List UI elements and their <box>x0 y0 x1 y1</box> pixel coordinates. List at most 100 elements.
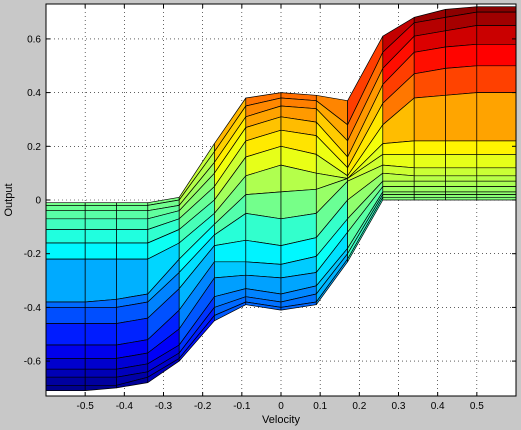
y-tick-label-3: 0 <box>35 196 41 207</box>
surface-patch-r10-c12 <box>445 180 478 187</box>
axis-ticks: -0.5 -0.4 -0.3 -0.2 -0.1 0 0.1 0.2 0.3 0.4 0.5 -0.6… <box>24 4 516 412</box>
surface-patch-r7-c11 <box>413 154 446 169</box>
surface-patch-r5-c13 <box>476 92 517 142</box>
surface-patch-r4-c1 <box>84 229 117 244</box>
surface-patch-r10-c11 <box>413 180 446 187</box>
surface-patch-r9-c13 <box>476 175 517 182</box>
surface-patch-r4-c11 <box>413 68 446 99</box>
surface-patch-r6-c12 <box>445 140 478 155</box>
surface-patch-r0-c13 <box>476 6 517 13</box>
surface-patch-r4-c2 <box>116 229 149 244</box>
surface-patch-r8-c11 <box>413 167 446 177</box>
y-tick-label-1: -0.4 <box>24 303 42 314</box>
surface-patch-r1-c0 <box>45 205 86 212</box>
surface-patch-r9-c12 <box>445 175 478 182</box>
x-tick-label-6: 0.1 <box>313 401 327 412</box>
surface-patch-r6-c0 <box>45 258 86 303</box>
surface-patch-r0-c0 <box>45 202 86 206</box>
surface-patch-r1-c1 <box>84 205 117 212</box>
surface-patch-r9-c11 <box>413 175 446 182</box>
surface-patch-r1-c2 <box>116 205 149 212</box>
surface-patch-r2-c1 <box>84 210 117 220</box>
surface-patch-r6-c1 <box>84 258 117 303</box>
surface-patch-r8-c12 <box>445 167 478 177</box>
x-tick-label-2: -0.3 <box>155 401 173 412</box>
surface-patch-r4-c0 <box>45 229 86 244</box>
surface-patch-r13-c0 <box>45 376 86 386</box>
surface-patch-r6-c11 <box>413 140 446 155</box>
surface-patch-r7-c12 <box>445 154 478 169</box>
surface-patch-r13-c13 <box>476 194 517 198</box>
surface-patch-r12-c0 <box>45 368 86 378</box>
x-tick-label-3: -0.2 <box>194 401 212 412</box>
surface-patch-r10-c0 <box>45 344 86 359</box>
surface-patch-r9-c1 <box>84 323 117 346</box>
surface-patch-r8-c13 <box>476 167 517 177</box>
surface-patch-r10-c10 <box>382 180 415 187</box>
y-tick-label-4: 0.2 <box>27 142 41 153</box>
surface-patch-r14-c13 <box>476 196 517 201</box>
surface-patch-r2-c2 <box>116 210 149 220</box>
x-tick-label-7: 0.2 <box>352 401 366 412</box>
surface-patch-r13-c11 <box>413 194 446 198</box>
surface-patch-r10-c1 <box>84 344 117 359</box>
surface-patch-r9-c0 <box>45 323 86 346</box>
surface-patch-r11-c11 <box>413 186 446 193</box>
surface-patch-r5-c0 <box>45 242 86 260</box>
surface-patch-r4-c13 <box>476 65 517 93</box>
surface-patch-r5-c12 <box>445 92 478 142</box>
surface-patch-r5-c2 <box>116 242 149 260</box>
surface-patch-r4-c12 <box>445 65 478 96</box>
surface-patch-r6-c13 <box>476 140 517 155</box>
y-axis-label: Output <box>3 183 15 216</box>
surface-patch-r0-c1 <box>84 202 117 206</box>
surface-patch-r14-c0 <box>45 384 86 391</box>
surface-patch-r10-c13 <box>476 180 517 187</box>
y-tick-label-5: 0.4 <box>27 88 41 99</box>
surface-patch-r1-c13 <box>476 11 517 26</box>
surface-patch-r12-c1 <box>84 368 117 378</box>
surface-patch-r13-c12 <box>445 194 478 198</box>
surface-patch-r8-c0 <box>45 307 86 324</box>
surface-patch-r12-c10 <box>382 191 415 195</box>
surface-patch-r5-c11 <box>413 94 446 142</box>
surface-patch-r12-c12 <box>445 191 478 195</box>
surface-patch-r0-c2 <box>116 202 149 206</box>
surface-patch-r11-c1 <box>84 358 117 370</box>
surface-patch-r14-c12 <box>445 196 478 201</box>
surface-patch-r13-c10 <box>382 194 415 198</box>
x-tick-label-1: -0.4 <box>116 401 134 412</box>
x-tick-label-8: 0.3 <box>392 401 406 412</box>
surface-mesh <box>45 6 517 391</box>
surface-patch-r14-c10 <box>382 196 415 201</box>
surface-patch-r11-c13 <box>476 186 517 193</box>
surface-patch-r11-c12 <box>445 186 478 193</box>
surface-patch-r13-c1 <box>84 376 117 386</box>
x-tick-label-9: 0.4 <box>431 401 445 412</box>
surface-patch-r7-c0 <box>45 301 86 308</box>
surface-patch-r3-c12 <box>445 43 478 69</box>
surface-patch-r11-c10 <box>382 186 415 193</box>
surface-patch-r12-c13 <box>476 191 517 195</box>
surface-patch-r6-c10 <box>382 140 415 155</box>
x-tick-label-5: 0 <box>278 401 284 412</box>
y-tick-label-6: 0.6 <box>27 34 41 45</box>
surface-patch-r2-c0 <box>45 210 86 220</box>
surface-patch-r14-c11 <box>413 196 446 201</box>
surface-patch-r3-c0 <box>45 218 86 230</box>
surface-patch-r7-c13 <box>476 154 517 169</box>
surface-patch-r3-c1 <box>84 218 117 230</box>
surface-patch-r3-c2 <box>116 218 149 230</box>
surface-patch-r5-c1 <box>84 242 117 260</box>
surface-patch-r6-c2 <box>116 258 149 300</box>
surface-patch-r3-c13 <box>476 43 517 67</box>
x-tick-label-4: -0.1 <box>233 401 251 412</box>
surface-patch-r12-c11 <box>413 191 446 195</box>
x-tick-label-0: -0.5 <box>77 401 95 412</box>
surface-patch-r8-c1 <box>84 307 117 324</box>
surface-patch-r11-c0 <box>45 358 86 370</box>
x-tick-label-10: 0.5 <box>470 401 484 412</box>
x-axis-label: Velocity <box>262 414 300 426</box>
y-tick-label-2: -0.2 <box>24 249 42 260</box>
